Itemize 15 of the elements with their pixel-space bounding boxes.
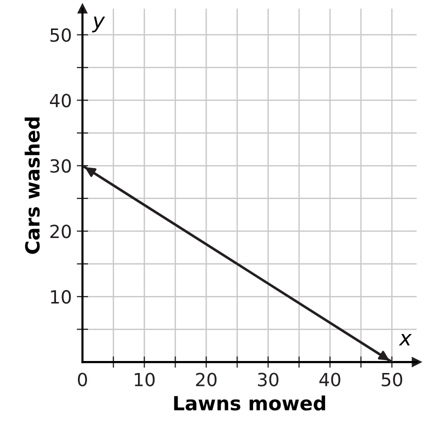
x-tick-label: 50	[382, 372, 402, 386]
y-tick-label: 30	[50, 159, 71, 173]
y-tick-label: 40	[50, 94, 71, 108]
y-tick-label: 50	[50, 28, 71, 42]
x-axis-title: Lawns mowed	[174, 395, 326, 411]
annotation: x	[398, 334, 412, 346]
y-axis-title: Cars washed	[24, 117, 40, 254]
y-tick-label: 20	[50, 224, 71, 238]
annotation: y	[92, 16, 106, 32]
x-tick-label: 40	[319, 372, 340, 386]
x-tick-label: 10	[134, 372, 155, 386]
x-tick-label: 30	[258, 372, 278, 386]
x-tick-label: 20	[196, 372, 217, 386]
x-tick-label: 0	[78, 372, 88, 386]
y-tick-label: 10	[51, 290, 71, 304]
